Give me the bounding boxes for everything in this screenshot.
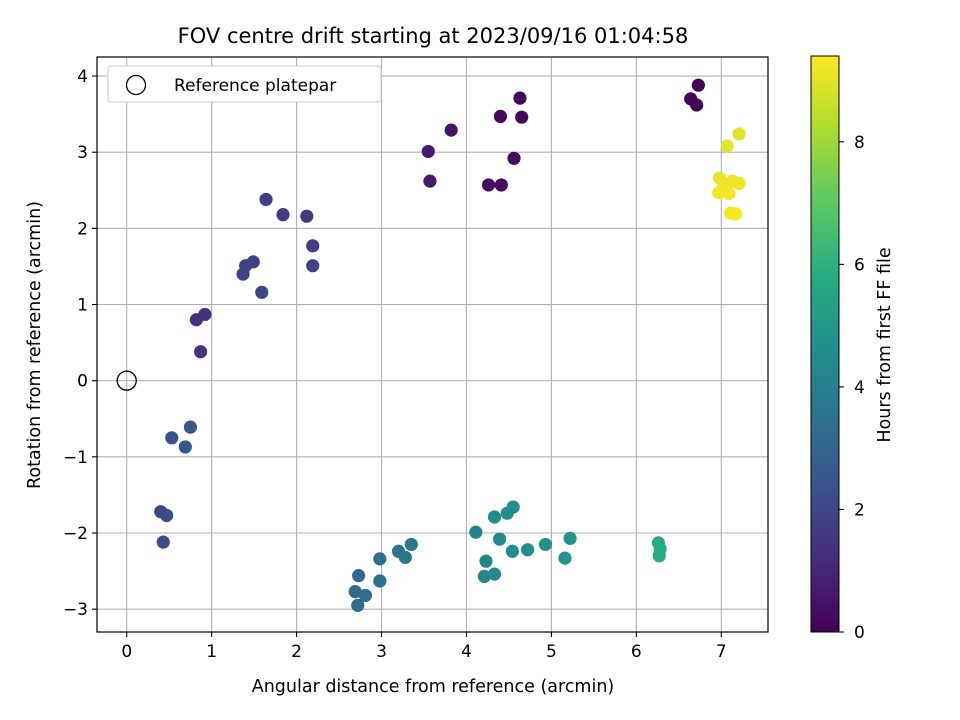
y-axis-label: Rotation from reference (arcmin)	[25, 201, 45, 489]
data-point	[469, 525, 483, 539]
x-tick-label: 2	[291, 642, 302, 662]
x-tick-label: 3	[376, 642, 387, 662]
data-point	[259, 192, 273, 207]
data-point	[423, 174, 437, 188]
data-point	[351, 598, 365, 612]
data-point	[306, 259, 320, 273]
data-point	[477, 569, 491, 584]
data-point	[444, 123, 458, 137]
data-point	[165, 431, 179, 445]
data-point	[373, 552, 387, 566]
data-point	[421, 144, 435, 159]
data-point	[194, 345, 208, 359]
colorbar-tick-label: 6	[854, 255, 865, 275]
y-tick-label: −1	[63, 448, 88, 468]
data-point	[494, 178, 508, 192]
data-point	[505, 544, 519, 558]
y-tick-label: 2	[77, 219, 88, 239]
legend-box	[107, 65, 382, 103]
data-point	[652, 549, 666, 563]
plot-frame	[96, 56, 769, 633]
legend: Reference platepar	[107, 65, 382, 103]
data-point	[493, 109, 508, 124]
data-point	[506, 500, 520, 514]
data-point	[521, 543, 535, 557]
data-point	[183, 420, 198, 434]
data-point	[507, 151, 521, 165]
data-point	[178, 440, 192, 454]
data-point	[398, 550, 412, 564]
data-point	[690, 98, 704, 112]
data-point	[404, 537, 418, 552]
data-point	[722, 186, 736, 200]
data-point	[558, 551, 572, 565]
data-point	[712, 185, 726, 200]
colorbar-gradient	[810, 55, 840, 633]
y-tick-label: −2	[63, 524, 88, 544]
x-axis-label: Angular distance from reference (arcmin)	[252, 677, 615, 697]
colorbar: 0 2 4 6 8 Hours from first FF file	[810, 55, 895, 643]
y-tick-label: 3	[77, 143, 88, 163]
data-point	[352, 569, 366, 583]
colorbar-tick-label: 0	[854, 623, 865, 643]
data-point	[691, 78, 705, 92]
y-tick-label: 0	[77, 372, 88, 392]
x-axis-ticks: 0 1 2 3 4 5 6 7	[121, 632, 727, 662]
reference-marker	[116, 370, 137, 391]
colorbar-label: Hours from first FF file	[875, 247, 895, 442]
x-tick-label: 7	[716, 642, 727, 662]
y-tick-label: 1	[77, 296, 88, 316]
data-point	[515, 110, 529, 124]
data-point	[487, 510, 502, 524]
grid-lines	[97, 57, 768, 632]
data-point	[348, 585, 362, 599]
data-point	[255, 285, 269, 299]
data-point	[493, 532, 507, 546]
data-point	[720, 139, 734, 153]
chart-title: FOV centre drift starting at 2023/09/16 …	[178, 24, 689, 48]
colorbar-tick-label: 2	[854, 500, 865, 520]
data-point	[300, 209, 314, 223]
x-tick-label: 0	[121, 642, 132, 662]
data-point	[732, 127, 746, 141]
data-point	[358, 588, 372, 603]
legend-label: Reference platepar	[174, 76, 336, 96]
data-point	[513, 91, 527, 105]
y-tick-label: 4	[77, 67, 88, 87]
x-tick-label: 4	[461, 642, 472, 662]
data-point	[236, 267, 250, 281]
x-tick-label: 5	[546, 642, 557, 662]
data-point	[373, 574, 387, 588]
data-point	[276, 208, 290, 222]
x-tick-label: 6	[631, 642, 642, 662]
legend-marker-hollow-circle	[125, 74, 147, 96]
data-point	[732, 176, 746, 191]
data-point	[160, 508, 174, 523]
data-point	[156, 535, 170, 549]
colorbar-ticks: 0 2 4 6 8	[839, 133, 865, 643]
data-point	[481, 178, 496, 192]
x-tick-label: 1	[206, 642, 217, 662]
y-axis-ticks: −3 −2 −1 0 1 2 3 4	[63, 67, 97, 620]
data-point	[563, 531, 577, 545]
reference-point-hollow-circle	[116, 370, 137, 391]
data-point	[729, 207, 743, 221]
data-point	[487, 567, 502, 581]
data-point	[538, 537, 553, 552]
data-point	[479, 554, 493, 568]
data-point	[198, 307, 212, 322]
y-tick-label: −3	[63, 600, 88, 620]
colorbar-tick-label: 8	[854, 133, 865, 153]
data-points	[154, 78, 746, 612]
colorbar-tick-label: 4	[854, 378, 865, 398]
data-point	[306, 239, 320, 253]
